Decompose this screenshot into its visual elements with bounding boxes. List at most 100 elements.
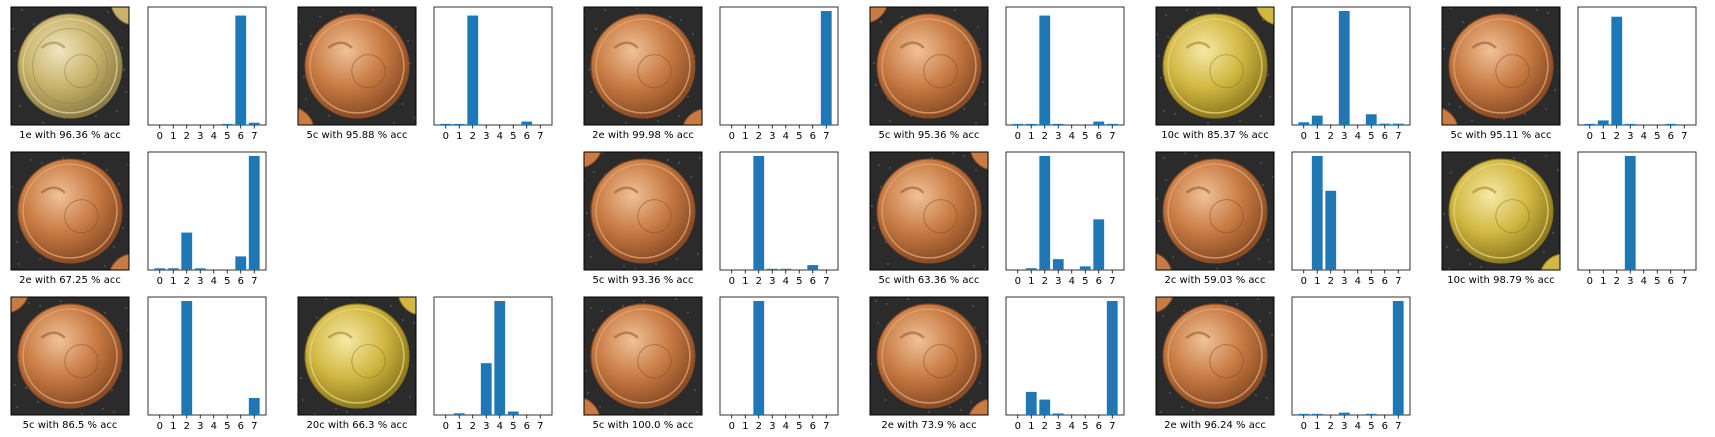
x-tick-label: 5	[510, 131, 516, 142]
axes-frame	[433, 296, 553, 416]
axes-frame	[433, 6, 553, 126]
x-tick-label: 3	[769, 131, 775, 142]
coin-image	[583, 151, 703, 271]
x-tick-label: 0	[1587, 131, 1593, 142]
x-tick-label: 5	[1082, 131, 1088, 142]
coin-image	[297, 296, 417, 416]
x-tick-label: 6	[1096, 131, 1102, 142]
x-tick-label: 5	[1368, 131, 1374, 142]
x-tick-label: 3	[1341, 421, 1347, 432]
bar-class-2	[181, 301, 193, 415]
bar-class-2	[1039, 156, 1051, 270]
bar-class-3	[1052, 413, 1064, 415]
bar-class-2	[753, 156, 765, 270]
x-tick-label: 6	[238, 276, 244, 287]
prediction-caption: 10c with 98.79 % acc	[1447, 275, 1554, 286]
axes-frame	[1005, 296, 1125, 416]
x-tick-label: 3	[197, 131, 203, 142]
x-tick-label: 1	[1600, 131, 1606, 142]
x-tick-label: 2	[1042, 276, 1048, 287]
bar-class-7	[1392, 123, 1404, 125]
x-tick-label: 0	[1015, 131, 1021, 142]
x-tick-label: 5	[1082, 421, 1088, 432]
bar-class-7	[820, 11, 832, 125]
x-tick-label: 1	[1028, 421, 1034, 432]
x-tick-label: 0	[1587, 276, 1593, 287]
x-tick-label: 7	[1109, 276, 1115, 287]
x-tick-label: 3	[197, 276, 203, 287]
x-tick-label: 2	[184, 276, 190, 287]
prediction-caption: 5c with 63.36 % acc	[878, 275, 979, 286]
coin-image	[297, 6, 417, 126]
bar-class-2	[1039, 15, 1051, 126]
bar-class-3	[1624, 123, 1636, 125]
bar-class-1	[1311, 413, 1323, 415]
x-tick-label: 6	[1668, 276, 1674, 287]
x-tick-label: 2	[184, 131, 190, 142]
x-tick-label: 3	[483, 421, 489, 432]
prediction-caption: 2e with 99.98 % acc	[592, 130, 694, 141]
bar-class-7	[1106, 123, 1118, 125]
coin-image	[869, 296, 989, 416]
bar-class-5	[1365, 413, 1377, 415]
bar-class-7	[248, 156, 260, 270]
axes-frame	[719, 6, 839, 126]
coin-image	[1441, 151, 1561, 271]
x-tick-label: 6	[1382, 131, 1388, 142]
x-tick-label: 4	[211, 276, 217, 287]
x-tick-label: 2	[1328, 131, 1334, 142]
x-tick-label: 0	[1301, 276, 1307, 287]
coin-image	[1155, 296, 1275, 416]
x-tick-label: 4	[1641, 276, 1647, 287]
x-tick-label: 1	[1314, 131, 1320, 142]
prediction-caption: 5c with 86.5 % acc	[23, 420, 118, 431]
x-tick-label: 6	[1382, 276, 1388, 287]
x-tick-label: 5	[224, 421, 230, 432]
bar-class-2	[1039, 399, 1051, 415]
coin-image	[1441, 6, 1561, 126]
prediction-caption: 5c with 95.11 % acc	[1450, 130, 1551, 141]
coin-image	[10, 151, 130, 271]
x-tick-label: 1	[456, 131, 462, 142]
x-tick-label: 4	[211, 131, 217, 142]
x-tick-label: 1	[1314, 421, 1320, 432]
x-tick-label: 1	[170, 276, 176, 287]
bar-class-1	[1025, 123, 1037, 125]
x-tick-label: 3	[1341, 131, 1347, 142]
bar-class-2	[467, 15, 479, 126]
x-tick-label: 2	[470, 131, 476, 142]
x-tick-label: 6	[524, 131, 530, 142]
x-tick-label: 1	[1314, 276, 1320, 287]
bar-class-0	[1298, 413, 1310, 415]
bar-class-5	[221, 123, 233, 125]
bar-class-7	[248, 397, 260, 415]
coin-image	[583, 296, 703, 416]
x-tick-label: 7	[823, 131, 829, 142]
x-tick-label: 5	[1654, 131, 1660, 142]
axes-frame	[1005, 151, 1125, 271]
bar-class-6	[235, 256, 247, 270]
axes-frame	[1291, 296, 1411, 416]
bar-class-0	[1012, 123, 1024, 125]
bar-class-0	[154, 268, 166, 270]
bar-class-3	[1338, 412, 1350, 415]
x-tick-label: 4	[1069, 421, 1075, 432]
x-tick-label: 5	[1368, 421, 1374, 432]
x-tick-label: 5	[1082, 276, 1088, 287]
x-tick-label: 1	[170, 131, 176, 142]
x-tick-label: 0	[443, 421, 449, 432]
x-tick-label: 3	[1627, 276, 1633, 287]
bar-class-6	[1093, 219, 1105, 270]
x-tick-label: 1	[742, 276, 748, 287]
x-tick-label: 3	[1055, 131, 1061, 142]
x-tick-label: 7	[1681, 276, 1687, 287]
x-tick-label: 6	[238, 421, 244, 432]
axes-frame	[719, 151, 839, 271]
x-tick-label: 7	[251, 421, 257, 432]
bar-class-6	[1665, 123, 1677, 125]
